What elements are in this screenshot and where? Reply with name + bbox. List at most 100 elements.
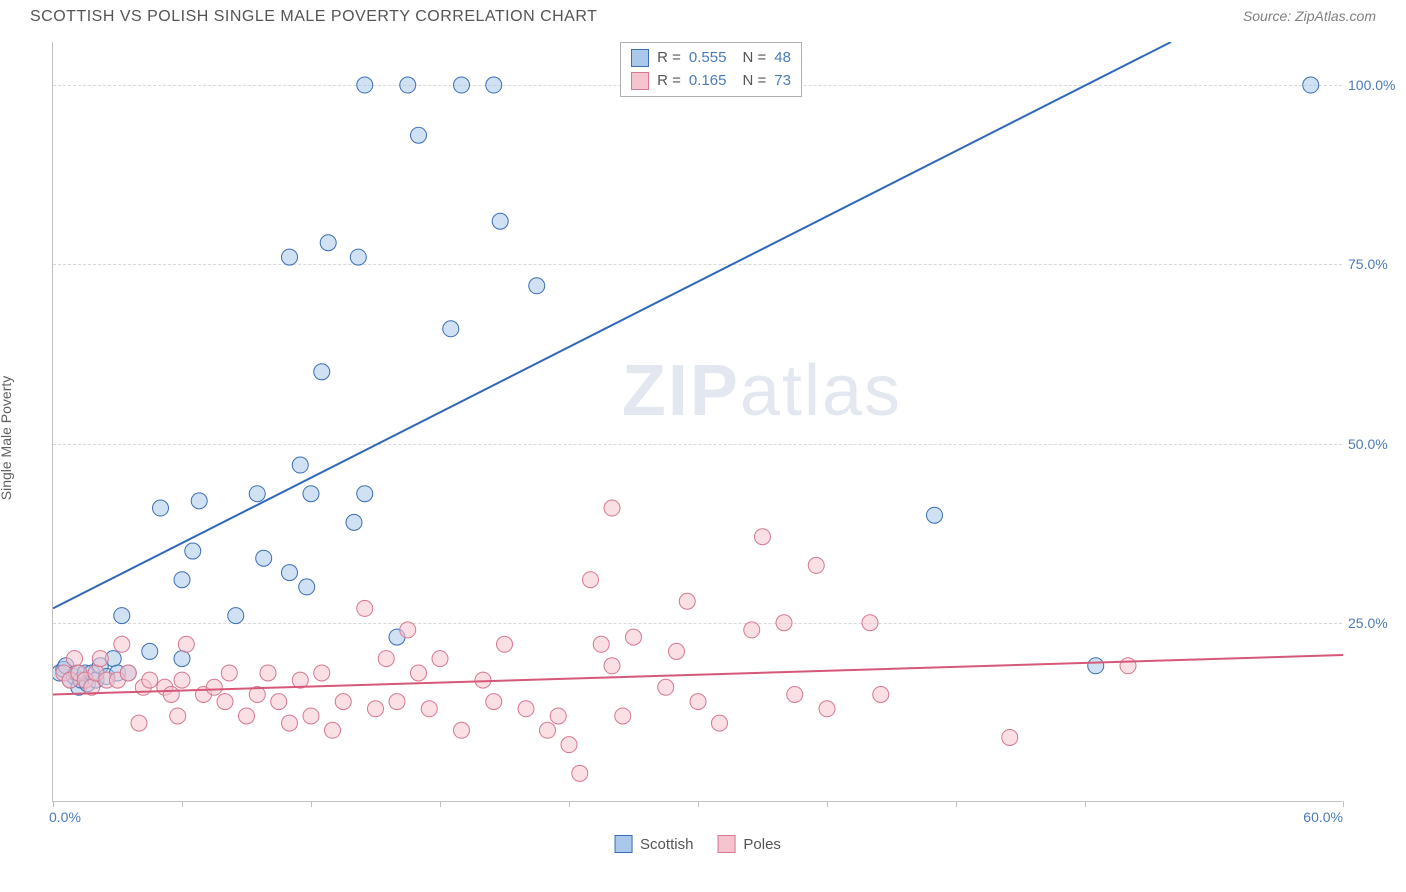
data-point — [819, 701, 835, 717]
legend-label: Scottish — [640, 836, 693, 853]
data-point — [357, 486, 373, 502]
legend-item: Scottish — [614, 835, 693, 853]
data-point — [228, 608, 244, 624]
x-tick-mark — [1343, 801, 1344, 807]
legend-swatch — [717, 835, 735, 853]
data-point — [475, 672, 491, 688]
r-label: R = — [657, 70, 681, 93]
data-point — [114, 608, 130, 624]
data-point — [443, 321, 459, 337]
data-point — [486, 77, 502, 93]
data-point — [357, 77, 373, 93]
data-point — [292, 672, 308, 688]
r-label: R = — [657, 47, 681, 70]
legend-row: R =0.165N =73 — [631, 70, 791, 93]
n-value: 48 — [774, 47, 791, 70]
data-point — [282, 715, 298, 731]
data-point — [239, 708, 255, 724]
data-point — [282, 565, 298, 581]
data-point — [260, 665, 276, 681]
data-point — [191, 493, 207, 509]
data-point — [518, 701, 534, 717]
data-point — [292, 457, 308, 473]
plot-area: ZIPatlas 25.0%50.0%75.0%100.0%0.0%60.0%R… — [52, 42, 1342, 802]
data-point — [421, 701, 437, 717]
r-value: 0.165 — [689, 70, 727, 93]
x-tick-label: 60.0% — [1303, 809, 1343, 825]
data-point — [658, 679, 674, 695]
data-point — [131, 715, 147, 731]
data-point — [163, 686, 179, 702]
legend-row: R =0.555N =48 — [631, 47, 791, 70]
data-point — [690, 694, 706, 710]
data-point — [604, 500, 620, 516]
data-point — [400, 622, 416, 638]
chart-area: Single Male Poverty ZIPatlas 25.0%50.0%7… — [30, 30, 1376, 830]
data-point — [432, 651, 448, 667]
legend-swatch — [631, 72, 649, 90]
chart-header: SCOTTISH VS POLISH SINGLE MALE POVERTY C… — [0, 0, 1406, 30]
data-point — [350, 249, 366, 265]
data-point — [221, 665, 237, 681]
data-point — [1002, 729, 1018, 745]
trend-line — [53, 42, 1171, 608]
n-value: 73 — [774, 70, 791, 93]
chart-title: SCOTTISH VS POLISH SINGLE MALE POVERTY C… — [30, 8, 597, 26]
data-point — [755, 529, 771, 545]
plot-svg — [53, 42, 1343, 802]
series-legend: Scottish Poles — [614, 835, 781, 853]
data-point — [206, 679, 222, 695]
data-point — [862, 615, 878, 631]
data-point — [314, 364, 330, 380]
data-point — [346, 514, 362, 530]
data-point — [282, 249, 298, 265]
legend-swatch — [614, 835, 632, 853]
correlation-legend: R =0.555N =48R =0.165N =73 — [620, 42, 802, 97]
legend-label: Poles — [743, 836, 781, 853]
n-label: N = — [742, 47, 766, 70]
y-tick-label: 100.0% — [1348, 77, 1398, 93]
data-point — [320, 235, 336, 251]
data-point — [486, 694, 502, 710]
data-point — [217, 694, 233, 710]
data-point — [540, 722, 556, 738]
data-point — [604, 658, 620, 674]
data-point — [744, 622, 760, 638]
data-point — [679, 593, 695, 609]
data-point — [170, 708, 186, 724]
data-point — [1303, 77, 1319, 93]
data-point — [712, 715, 728, 731]
data-point — [325, 722, 341, 738]
data-point — [174, 672, 190, 688]
x-tick-label: 0.0% — [49, 809, 81, 825]
data-point — [1088, 658, 1104, 674]
data-point — [335, 694, 351, 710]
data-point — [314, 665, 330, 681]
data-point — [67, 651, 83, 667]
data-point — [411, 665, 427, 681]
data-point — [120, 665, 136, 681]
data-point — [299, 579, 315, 595]
data-point — [787, 686, 803, 702]
data-point — [114, 636, 130, 652]
data-point — [808, 557, 824, 573]
data-point — [550, 708, 566, 724]
y-axis-label: Single Male Poverty — [0, 376, 14, 501]
data-point — [249, 486, 265, 502]
data-point — [153, 500, 169, 516]
data-point — [174, 651, 190, 667]
data-point — [492, 213, 508, 229]
data-point — [497, 636, 513, 652]
legend-item: Poles — [717, 835, 781, 853]
data-point — [92, 651, 108, 667]
data-point — [454, 722, 470, 738]
data-point — [303, 708, 319, 724]
data-point — [927, 507, 943, 523]
data-point — [572, 765, 588, 781]
data-point — [561, 737, 577, 753]
data-point — [378, 651, 394, 667]
data-point — [411, 127, 427, 143]
data-point — [174, 572, 190, 588]
y-tick-label: 50.0% — [1348, 436, 1398, 452]
data-point — [626, 629, 642, 645]
